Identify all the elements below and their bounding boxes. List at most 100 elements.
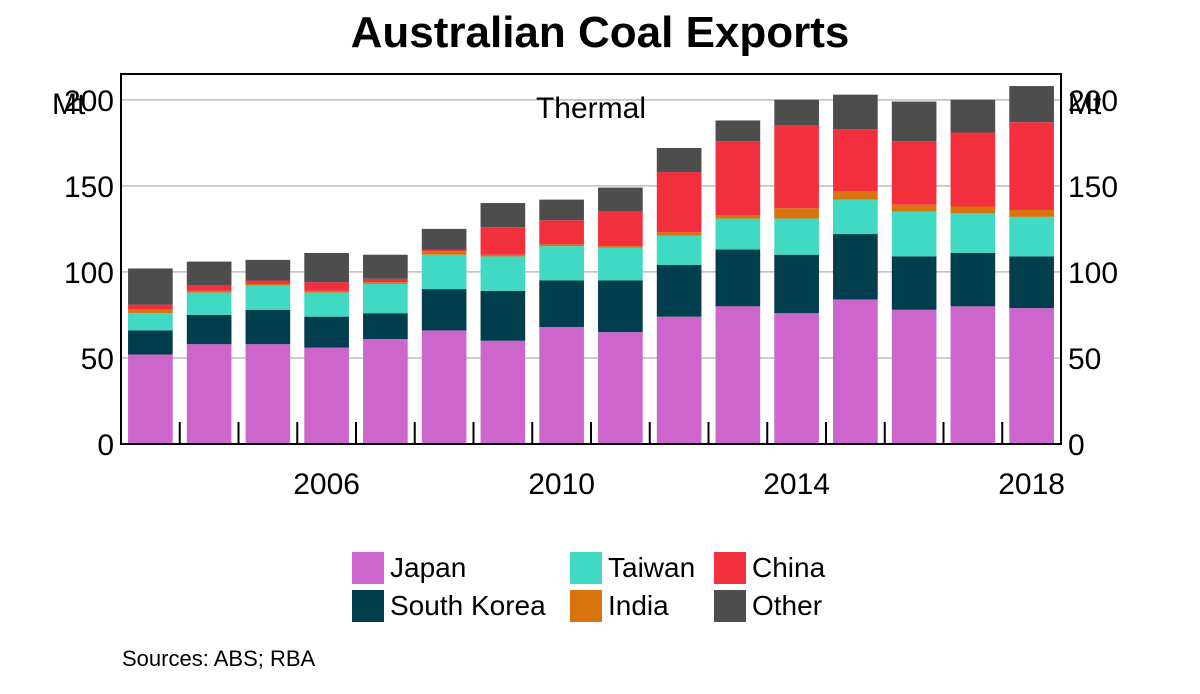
bar-south-korea-2003: [128, 330, 173, 355]
bar-taiwan-2008: [421, 254, 467, 290]
bar-taiwan-2017: [950, 213, 996, 253]
bar-china-2008: [421, 249, 467, 252]
bar-other-2010: [539, 199, 584, 221]
bar-taiwan-2014: [774, 218, 819, 255]
bar-other-2007: [363, 254, 408, 279]
bar-japan-2006: [304, 347, 349, 444]
bar-india-2009: [480, 254, 526, 257]
bar-south-korea-2013: [715, 249, 761, 307]
x-tick-label-2010: 2010: [528, 468, 595, 501]
bar-south-korea-2015: [833, 234, 878, 300]
bar-other-2006: [304, 252, 349, 283]
bar-south-korea-2008: [421, 289, 467, 331]
bar-china-2013: [715, 141, 761, 216]
y-tick-label-left-100: 100: [64, 257, 114, 290]
bar-taiwan-2009: [480, 256, 526, 291]
bar-south-korea-2007: [363, 313, 408, 340]
bar-other-2015: [833, 94, 878, 130]
bar-india-2012: [656, 232, 702, 236]
legend-item-other: Other: [714, 590, 822, 622]
bar-japan-2017: [950, 306, 996, 444]
legend-swatch-other: [714, 590, 746, 622]
bar-other-2016: [891, 101, 937, 142]
bar-japan-2003: [128, 354, 173, 444]
bar-japan-2004: [186, 344, 232, 444]
bar-china-2009: [480, 227, 526, 255]
bar-india-2005: [245, 283, 291, 286]
legend-label-india: India: [608, 590, 669, 621]
legend-label-china: China: [752, 552, 826, 583]
bar-south-korea-2010: [539, 280, 584, 327]
bar-other-2005: [245, 259, 291, 281]
x-tick-label-2014: 2014: [763, 468, 830, 501]
bar-taiwan-2007: [363, 283, 408, 314]
bar-india-2006: [304, 290, 349, 293]
bar-japan-2012: [656, 316, 702, 444]
bar-japan-2009: [480, 340, 526, 444]
unit-right-label: Mt: [1068, 88, 1102, 121]
bar-japan-2013: [715, 306, 761, 444]
y-tick-label-left-200: 200: [64, 85, 114, 118]
legend-item-taiwan: Taiwan: [570, 552, 695, 584]
source-note: Sources: ABS; RBA: [122, 646, 316, 671]
y-tick-label-right-50: 50: [1068, 343, 1101, 376]
y-tick-label-right-200: 200: [1068, 85, 1118, 118]
bar-india-2008: [421, 251, 467, 255]
bar-other-2018: [1009, 86, 1054, 123]
legend-swatch-india: [570, 590, 602, 622]
legend-item-south-korea: South Korea: [352, 590, 546, 622]
bar-taiwan-2016: [891, 211, 937, 257]
bar-china-2005: [245, 280, 291, 284]
legend-label-japan: Japan: [390, 552, 467, 583]
bar-taiwan-2004: [186, 292, 232, 315]
bar-south-korea-2011: [598, 280, 643, 333]
bar-india-2016: [891, 204, 937, 212]
y-tick-label-right-100: 100: [1068, 257, 1118, 290]
bar-south-korea-2017: [950, 252, 996, 307]
x-tick-marks: [178, 422, 1004, 444]
bar-india-2003: [128, 309, 173, 314]
legend-swatch-japan: [352, 552, 384, 584]
bar-other-2012: [656, 148, 702, 173]
bar-china-2017: [950, 132, 996, 207]
bar-stacks: [128, 86, 1054, 444]
bar-india-2007: [363, 282, 408, 284]
bar-taiwan-2006: [304, 292, 349, 317]
bar-south-korea-2006: [304, 316, 349, 348]
y-tick-label-left-50: 50: [81, 343, 114, 376]
bar-india-2011: [598, 246, 643, 248]
y-tick-labels: 0 0 50 50 100 100 150 150 200 200: [64, 85, 1118, 462]
bar-china-2004: [186, 285, 232, 291]
bar-other-2004: [186, 261, 232, 286]
y-tick-label-right-0: 0: [1068, 429, 1085, 462]
bar-taiwan-2011: [598, 247, 643, 281]
legend-swatch-taiwan: [570, 552, 602, 584]
bar-japan-2005: [245, 344, 291, 444]
bar-china-2015: [833, 129, 878, 192]
bar-other-2017: [950, 99, 996, 133]
bar-india-2015: [833, 191, 878, 200]
bar-other-2003: [128, 268, 173, 305]
legend-item-india: India: [570, 590, 669, 622]
bar-japan-2016: [891, 309, 937, 444]
bar-japan-2007: [363, 339, 408, 444]
bar-south-korea-2004: [186, 314, 232, 345]
bar-japan-2018: [1009, 308, 1054, 444]
bar-china-2007: [363, 278, 408, 283]
bar-taiwan-2013: [715, 218, 761, 250]
legend-label-south-korea: South Korea: [390, 590, 546, 621]
bar-china-2010: [539, 220, 584, 245]
x-tick-label-2018: 2018: [998, 468, 1065, 501]
bar-taiwan-2005: [245, 285, 291, 310]
chart-canvas: 0 0 50 50 100 100 150 150 200 200 2006 2010 2014 201…: [52, 73, 1118, 501]
bar-south-korea-2005: [245, 309, 291, 345]
bar-china-2011: [598, 211, 643, 247]
legend-item-china: China: [714, 552, 825, 584]
bar-japan-2008: [421, 330, 467, 444]
bar-other-2014: [774, 99, 819, 126]
bar-china-2006: [304, 282, 349, 291]
legend-label-taiwan: Taiwan: [608, 552, 696, 583]
chart-title: Australian Coal Exports: [350, 8, 850, 57]
legend-item-japan: Japan: [352, 552, 466, 584]
bar-south-korea-2012: [656, 265, 702, 317]
